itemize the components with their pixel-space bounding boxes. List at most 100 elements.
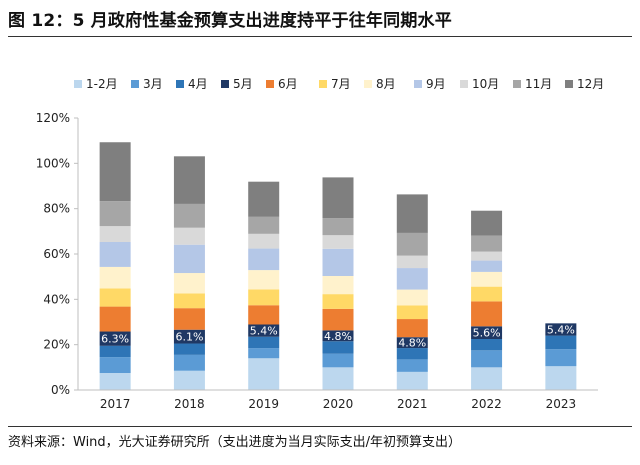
- legend-swatch: [266, 80, 274, 88]
- bar-segment: [322, 294, 354, 309]
- x-tick-label: 2021: [397, 397, 428, 411]
- legend-swatch: [221, 80, 229, 88]
- bar-segment: [248, 324, 280, 337]
- bar-segment: [173, 343, 205, 355]
- legend-label: 1-2月: [86, 77, 118, 91]
- y-axis: 0% 20% 40% 60% 80% 100% 120%: [36, 111, 79, 397]
- bar-segment: [99, 288, 131, 307]
- title-divider: [8, 36, 632, 37]
- bar-segment: [396, 371, 428, 390]
- source-divider: [8, 426, 632, 427]
- bar-segment: [248, 336, 280, 349]
- bar-segment: [396, 194, 428, 233]
- legend-label: 4月: [188, 77, 208, 91]
- bar-segment: [173, 293, 205, 309]
- bar-segment: [248, 289, 280, 306]
- bar-segment: [173, 308, 205, 330]
- bar-segment: [322, 353, 354, 368]
- stacked-bar-chart: 1-2月 3月 4月 5月 6月 7月 8月 9月 10月 11月 12月 0% 20% 40% 60% 8…: [36, 77, 605, 411]
- bar-segment: [322, 177, 354, 219]
- source-note: 资料来源：Wind，光大证券研究所（支出进度为当月实际支出/年初预算支出）: [8, 435, 462, 450]
- x-tick-label: 2022: [471, 397, 502, 411]
- bar-segment: [173, 329, 205, 344]
- bar-segment: [322, 275, 354, 295]
- bar-segment: [248, 270, 280, 290]
- x-tick-label: 2019: [248, 397, 279, 411]
- bar-segment: [173, 273, 205, 294]
- bar-segment: [545, 335, 577, 350]
- legend-label: 5月: [233, 77, 253, 91]
- bar-segment: [471, 271, 503, 287]
- bar-segment: [248, 248, 280, 271]
- legend-swatch: [513, 80, 521, 88]
- bar-area: 6.3% 6.1% 5.4% 4.8% 4.8% 5.6% 5.4%: [99, 142, 577, 390]
- bar-segment: [396, 305, 428, 320]
- legend-label: 10月: [472, 77, 499, 91]
- legend-label: 6月: [278, 77, 298, 91]
- bar-segment: [322, 248, 354, 276]
- y-tick-label: 0%: [51, 383, 70, 397]
- bar-segment: [471, 339, 503, 351]
- y-tick-label: 60%: [43, 247, 70, 261]
- legend-swatch: [319, 80, 327, 88]
- bar-segment: [173, 156, 205, 204]
- bar-segment: [471, 235, 503, 252]
- legend-label: 8月: [376, 77, 396, 91]
- bar-segment: [396, 289, 428, 306]
- y-tick-label: 80%: [43, 202, 70, 216]
- bar-segment: [99, 373, 131, 390]
- bar-segment: [173, 370, 205, 390]
- bar-segment: [471, 350, 503, 368]
- legend-label: 3月: [143, 77, 163, 91]
- data-label: 5.6%: [473, 327, 501, 340]
- y-tick-label: 20%: [43, 338, 70, 352]
- bar-segment: [396, 319, 428, 338]
- data-label: 6.1%: [175, 331, 203, 344]
- bar-segment: [248, 233, 280, 249]
- legend-label: 7月: [331, 77, 351, 91]
- legend-label: 12月: [577, 77, 604, 91]
- x-axis: 2017 2018 2019 2020 2021 2022 2023: [78, 389, 598, 411]
- legend-swatch: [364, 80, 372, 88]
- bar-segment: [322, 330, 354, 342]
- y-tick-label: 40%: [43, 292, 70, 306]
- bar-segment: [471, 260, 503, 272]
- bar-segment: [248, 348, 280, 359]
- bar-segment: [471, 210, 503, 236]
- chart-title: 图 12：5 月政府性基金预算支出进度持平于往年同期水平: [8, 11, 452, 31]
- x-tick-label: 2018: [174, 397, 205, 411]
- bar-segment: [99, 142, 131, 202]
- bar-segment: [248, 181, 280, 217]
- bar-segment: [99, 226, 131, 242]
- data-label: 6.3%: [101, 333, 129, 346]
- bar-segment: [248, 358, 280, 390]
- legend-swatch: [565, 80, 573, 88]
- bar-segment: [99, 266, 131, 289]
- bar-segment: [99, 306, 131, 332]
- legend-label: 9月: [426, 77, 446, 91]
- bar-segment: [322, 235, 354, 249]
- bar-segment: [545, 349, 577, 367]
- bar-segment: [173, 227, 205, 245]
- bar-segment: [545, 366, 577, 390]
- bar-segment: [99, 241, 131, 267]
- bar-segment: [396, 255, 428, 269]
- bar-segment: [396, 348, 428, 360]
- bar-segment: [248, 216, 280, 234]
- bar-segment: [471, 301, 503, 327]
- legend-swatch: [176, 80, 184, 88]
- bar-segment: [99, 345, 131, 358]
- bar-segment: [396, 232, 428, 256]
- legend-swatch: [414, 80, 422, 88]
- bar-segment: [248, 305, 280, 325]
- bar-segment: [99, 357, 131, 373]
- legend-swatch: [460, 80, 468, 88]
- bar-segment: [471, 367, 503, 390]
- x-tick-label: 2020: [323, 397, 354, 411]
- bar-segment: [322, 218, 354, 236]
- x-tick-label: 2017: [100, 397, 131, 411]
- bar-segment: [322, 367, 354, 390]
- bar-segment: [396, 359, 428, 372]
- bar-segment: [173, 244, 205, 274]
- legend-swatch: [131, 80, 139, 88]
